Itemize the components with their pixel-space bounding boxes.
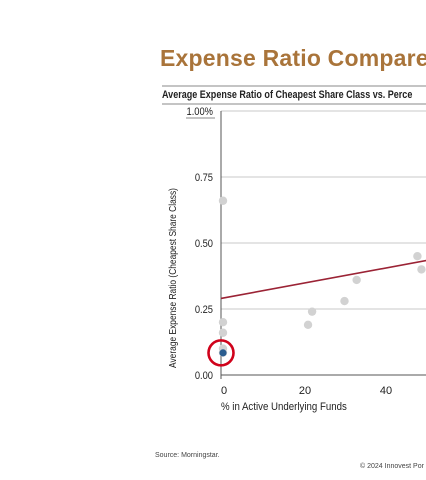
y-tick-label: 0.25 (195, 304, 213, 316)
trend-line-layer (220, 259, 426, 300)
grid-lines (186, 110, 426, 310)
y-tick-label: 0.75 (195, 172, 213, 184)
data-point (307, 307, 317, 316)
data-point (218, 318, 228, 327)
data-point (417, 265, 426, 274)
copyright-note: © 2024 Innovest Por (360, 463, 424, 470)
y-tick-label: 0.50 (195, 238, 213, 250)
data-point (413, 252, 422, 261)
x-tick-label: 0 (221, 385, 227, 397)
source-note: Source: Morningstar. (155, 452, 220, 459)
y-tick-label: 0.00 (195, 370, 213, 382)
data-point (218, 196, 228, 205)
data-points (207, 196, 426, 367)
highlight-ring (207, 339, 235, 367)
chart-subtitle: Average Expense Ratio of Cheapest Share … (162, 89, 413, 101)
y-axis-title: Average Expense Ratio (Cheapest Share Cl… (167, 188, 179, 368)
page-title: Expense Ratio Compared (160, 45, 426, 71)
axes (220, 111, 426, 379)
x-tick-label: 20 (299, 385, 311, 397)
y-tick-label: 1.00% (187, 106, 213, 118)
highlight-point (219, 349, 227, 357)
data-point (303, 320, 313, 330)
data-point (352, 275, 361, 285)
data-point (218, 328, 228, 337)
axis-labels: 0.00 0.25 0.50 0.75 1.00% 0 20 40 % in Active Un… (167, 106, 392, 413)
x-axis-title: % in Active Underlying Funds (221, 402, 347, 414)
x-tick-label: 40 (380, 385, 392, 397)
data-point (340, 296, 349, 306)
trend-line (220, 259, 426, 300)
